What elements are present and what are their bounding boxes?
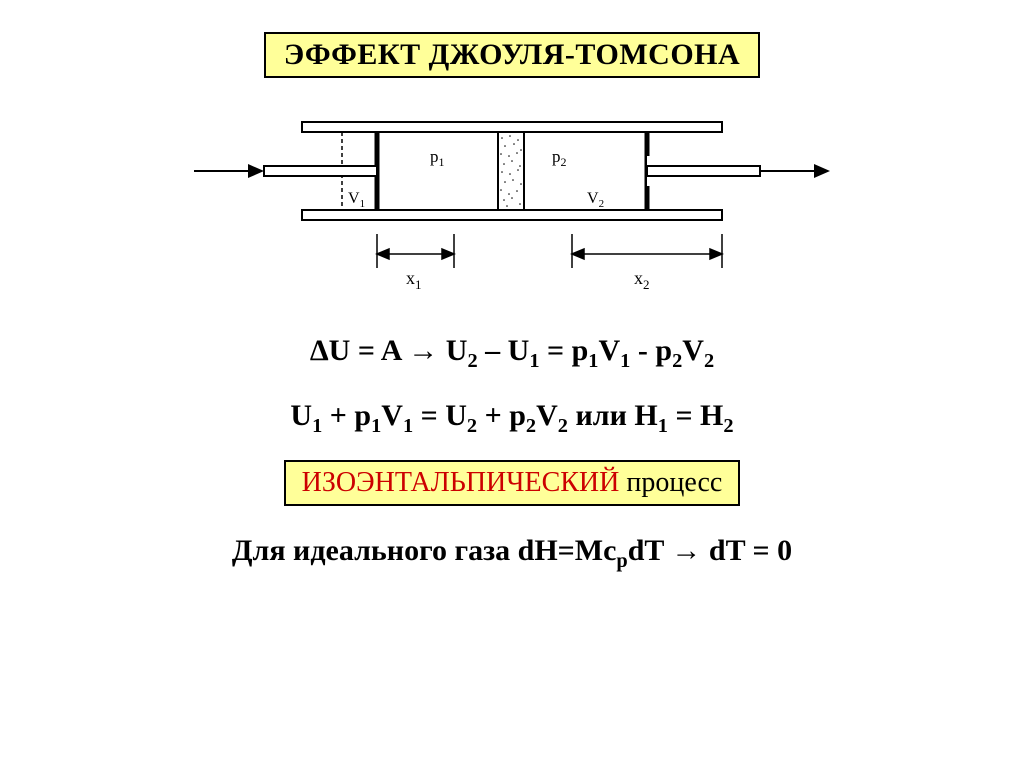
dim-x1: [377, 234, 454, 268]
label-v2: V2: [587, 190, 604, 210]
subtitle-red: ИЗОЭНТАЛЬПИЧЕСКИЙ: [302, 467, 620, 498]
equation-2: U1 + p1V1 = U2 + p2V2 или H1 = H2: [290, 399, 733, 438]
equation-4: Для идеального газа dH=McpdT → dT = 0: [232, 534, 792, 573]
label-x2: x2: [634, 268, 650, 292]
label-x1: x1: [406, 268, 422, 292]
tube-wall-top: [302, 122, 722, 132]
rod-left-2: [264, 166, 377, 176]
porous-plug-outline: [498, 132, 524, 210]
dim-x2: [572, 234, 722, 268]
title-text: ЭФФЕКТ ДЖОУЛЯ-ТОМСОНА: [284, 38, 740, 71]
tube-wall-bottom: [302, 210, 722, 220]
rod-right-2: [647, 166, 760, 176]
title-box: ЭФФЕКТ ДЖОУЛЯ-ТОМСОНА: [264, 32, 760, 78]
label-v1: V1: [348, 190, 365, 210]
label-p1: p1: [430, 147, 445, 169]
diagram-svg: p1 p2 V1 V2 x1 x2: [192, 106, 832, 316]
jt-diagram: p1 p2 V1 V2 x1 x2: [192, 106, 832, 316]
label-p2: p2: [552, 147, 567, 169]
subtitle-box: ИЗОЭНТАЛЬПИЧЕСКИЙ процесс: [284, 460, 741, 506]
subtitle-black: процесс: [619, 467, 722, 498]
equation-1: ΔU = A → U2 – U1 = p1V1 - p2V2: [310, 334, 714, 373]
